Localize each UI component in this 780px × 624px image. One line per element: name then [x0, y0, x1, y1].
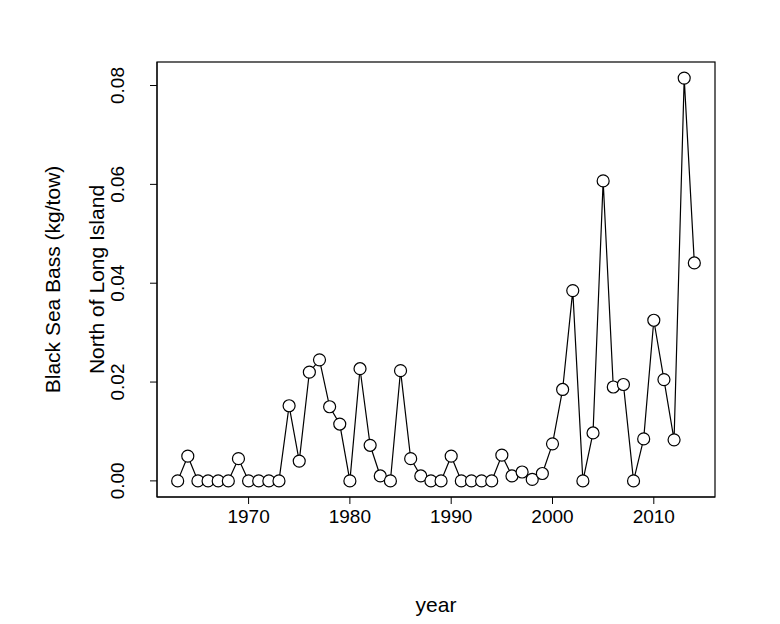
svg-text:0.06: 0.06	[107, 166, 128, 203]
svg-text:0.04: 0.04	[107, 264, 128, 301]
svg-text:0.02: 0.02	[107, 364, 128, 401]
svg-text:Black Sea Bass (kg/tow): Black Sea Bass (kg/tow)	[41, 166, 64, 394]
svg-text:1970: 1970	[227, 506, 269, 527]
svg-text:2010: 2010	[633, 506, 675, 527]
svg-text:year: year	[416, 593, 457, 616]
svg-text:0.08: 0.08	[107, 67, 128, 104]
svg-text:1980: 1980	[329, 506, 371, 527]
svg-text:0.00: 0.00	[107, 462, 128, 499]
svg-text:North of Long Island: North of Long Island	[85, 185, 108, 374]
svg-text:1990: 1990	[430, 506, 472, 527]
svg-text:2000: 2000	[531, 506, 573, 527]
